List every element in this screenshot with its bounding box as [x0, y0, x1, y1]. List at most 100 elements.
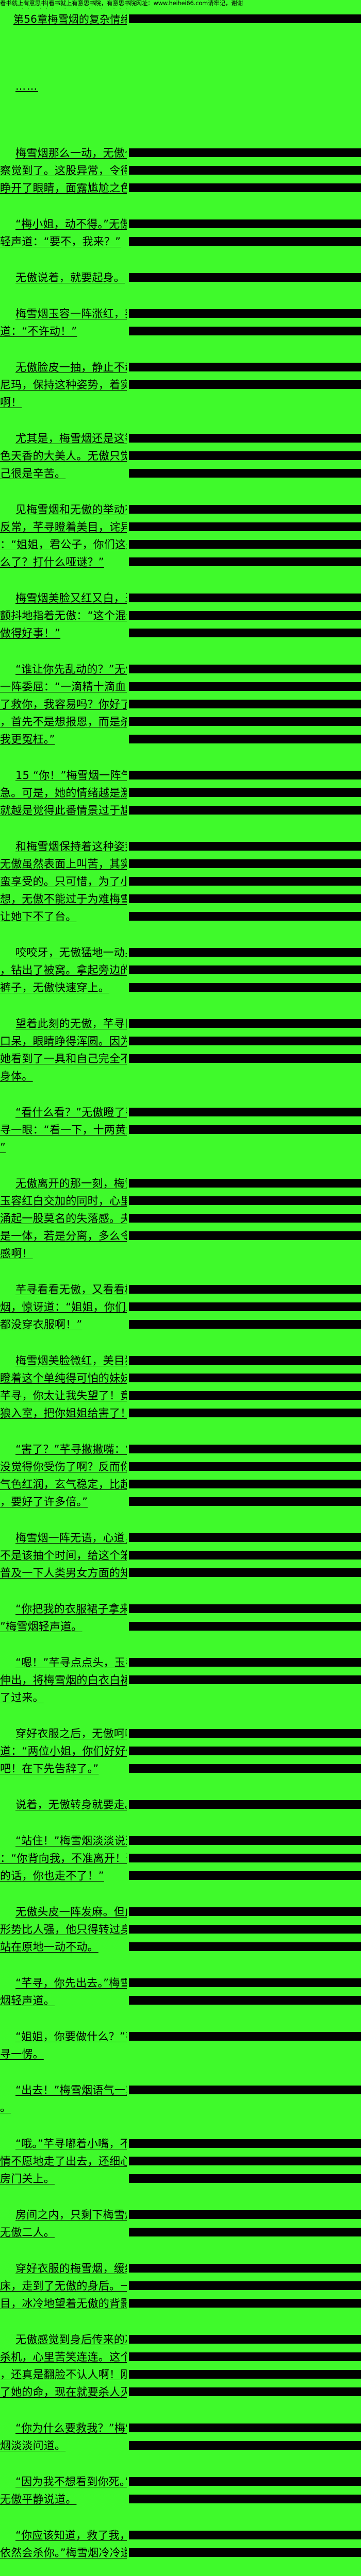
redaction-bar — [129, 1871, 361, 1880]
paragraph-text: 狼入室，把你姐姐给害了！” — [0, 1407, 127, 1419]
redaction-bar — [129, 1037, 361, 1045]
paragraph-gap — [0, 1334, 361, 1353]
redaction-bar — [129, 1054, 361, 1063]
paragraph-text: 察觉到了。这股异常，令得无傲 — [0, 164, 127, 177]
paragraph-line: 口呆，眼睛睁得浑圆。因为， — [0, 1033, 361, 1051]
paragraph-line: 轻声道：“要不，我来？” — [0, 234, 361, 251]
redaction-bar — [129, 629, 361, 637]
redaction-bar — [129, 1925, 361, 1934]
paragraph-line: “看什么看？”无傲瞪了芊 — [0, 1105, 361, 1122]
redaction-bar — [129, 1854, 361, 1862]
redaction-bar — [129, 611, 361, 620]
paragraph-text: 色天香的大美人。无傲只觉得自 — [0, 450, 127, 462]
paragraph-text: 都没穿衣服啊！” — [0, 1318, 83, 1331]
paragraph-line: 了过来。 — [0, 1690, 361, 1707]
redaction-bar — [129, 1108, 361, 1116]
paragraph-line: 狼入室，把你姐姐给害了！” — [0, 1405, 361, 1423]
redaction-bar — [129, 2441, 361, 2450]
paragraph-gap — [0, 198, 361, 216]
redaction-bar — [129, 451, 361, 460]
paragraph-line: 蛮享受的。只可惜，为了小命着 — [0, 874, 361, 891]
redaction-bar — [129, 1125, 361, 1134]
paragraph-line: 咬咬牙，无傲猛地一动身子 — [0, 945, 361, 962]
scan-artifact-dots: · ·· ··· · · · · ··· — [9, 7, 132, 10]
redaction-bar — [129, 1231, 361, 1240]
paragraph-line: 梅雪烟玉容一阵涨红，突然 — [0, 306, 361, 324]
paragraph-gap — [0, 1815, 361, 1833]
redaction-bar — [129, 859, 361, 868]
paragraph-line: 道：“两位小姐，你们好好休息 — [0, 1743, 361, 1761]
paragraph-text: ，钻出了被窝。拿起旁边的衣服 — [0, 964, 127, 976]
paragraph-text: 形势比人强，他只得转过身去， — [0, 1923, 127, 1936]
paragraph-text: “嗯！”芊寻点点头，玉手 — [15, 1656, 127, 1669]
paragraph-text: 口呆，眼睛睁得浑圆。因为， — [0, 1035, 127, 1047]
paragraph-text: 想，无傲不能过于为难梅雪烟， — [0, 893, 127, 905]
paragraph-line: 杀机，心里苦笑连连。这个女人 — [0, 2349, 361, 2367]
paragraph-text: 。 — [0, 2102, 11, 2114]
paragraph-text: 蛮享受的。只可惜，为了小命着 — [0, 875, 127, 888]
redaction-bar — [129, 1568, 361, 1577]
paragraph-line: 情不愿地走了出去，还细心地将 — [0, 2154, 361, 2171]
paragraph-text: 15 “你！”梅雪烟一阵气 — [15, 769, 127, 782]
redaction-bar — [129, 2032, 361, 2041]
paragraph-text: 梅雪烟那么一动，无傲也是 — [15, 147, 127, 159]
redaction-bar — [129, 983, 361, 992]
paragraph-line: 瞪着这个单纯得可怕的妹妹：“ — [0, 1370, 361, 1388]
paragraph-line: 目，冰冷地望着无傲的背影。 — [0, 2296, 361, 2313]
paragraph-line: “哦。”芊寻嘟着小嘴，不 — [0, 2136, 361, 2154]
paragraph-line: 做得好事！” — [0, 625, 361, 643]
paragraph-gap — [0, 1086, 361, 1105]
paragraph-gap — [0, 1957, 361, 1975]
paragraph-gap — [0, 412, 361, 431]
paragraph-text: “哦。”芊寻嘟着小嘴，不 — [15, 2138, 127, 2150]
redaction-bar — [129, 505, 361, 514]
redaction-bar — [129, 2424, 361, 2432]
paragraph-text: 吧！在下先告辞了。” — [0, 1762, 99, 1775]
redaction-bar — [129, 1836, 361, 1845]
paragraph-text: 玉容红白交加的同时，心里忽然 — [0, 1195, 127, 1207]
paragraph-line: 梅雪烟美脸微红，美目狠狠 — [0, 1353, 361, 1370]
paragraph-text: 站在原地一动不动。 — [0, 1941, 99, 1953]
paragraph-gap — [0, 287, 361, 306]
paragraph-line: 是一体，若是分离，多么令人伤 — [0, 1228, 361, 1246]
redaction-bar — [129, 912, 361, 921]
paragraph-line: 无傲平静说道。 — [0, 2492, 361, 2509]
redaction-bar — [129, 1445, 361, 1453]
redaction-bar — [129, 735, 361, 743]
redaction-bar — [129, 700, 361, 708]
redaction-bar — [129, 594, 361, 602]
paragraph-line: 不是该抽个时间，给这个笨妹妹 — [0, 1548, 361, 1565]
paragraph-text: 无傲平静说道。 — [0, 2493, 77, 2505]
paragraph-text: 道：“两位小姐，你们好好休息 — [0, 1745, 127, 1757]
paragraph-gap — [0, 1157, 361, 1176]
paragraph-line: 反常，芊寻瞪着美目，诧异说道 — [0, 519, 361, 537]
paragraph-text: 我更冤枉。” — [0, 733, 55, 745]
paragraph-text: “芊寻，你先出去。”梅雪 — [15, 1977, 127, 1989]
paragraph-text: “你把我的衣服裙子拿来。 — [15, 1603, 127, 1615]
paragraph-text: ，还真是翻脸不认人啊！刚刚救 — [0, 2368, 127, 2381]
paragraph-line: 了救你，我容易吗？你好了之后 — [0, 697, 361, 714]
paragraph-line: 普及一下人类男女方面的知识？ — [0, 1565, 361, 1583]
paragraph-text: 伸出，将梅雪烟的白衣白裙拿 — [0, 1674, 127, 1686]
redaction-bar — [129, 14, 361, 23]
redaction-bar — [129, 148, 361, 157]
paragraph-line: ，钻出了被窝。拿起旁边的衣服 — [0, 962, 361, 980]
paragraph-gap — [0, 2117, 361, 2136]
redaction-bar — [129, 682, 361, 691]
redaction-bar — [129, 2264, 361, 2273]
paragraph-gap — [0, 572, 361, 590]
redaction-bar — [129, 894, 361, 903]
paragraph-text: ，要好了许多倍。” — [0, 1496, 88, 1508]
paragraph-line: 15 “你！”梅雪烟一阵气 — [0, 768, 361, 785]
paragraph-line: 她看到了一具和自己完全不同的 — [0, 1051, 361, 1069]
paragraph-text: 她看到了一具和自己完全不同的 — [0, 1053, 127, 1065]
redaction-bar — [129, 1462, 361, 1471]
paragraph-text: 无傲虽然表面上叫苦，其实心里 — [0, 858, 127, 870]
paragraph-text: 的话，你也走不了！” — [0, 1870, 104, 1882]
paragraph-gap — [0, 926, 361, 945]
paragraph-text: 不是该抽个时间，给这个笨妹妹 — [0, 1549, 127, 1562]
paragraph-line: 就越是觉得此番情景过于尴尬。 — [0, 803, 361, 820]
redaction-bar — [129, 1320, 361, 1329]
paragraph-line: ：“姐姐，君公子，你们这是怎 — [0, 537, 361, 554]
